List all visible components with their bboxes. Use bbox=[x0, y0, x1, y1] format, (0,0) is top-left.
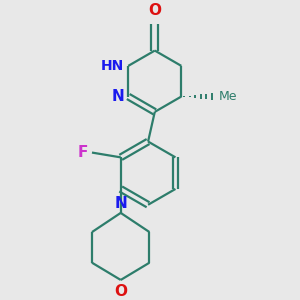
Text: O: O bbox=[148, 3, 161, 18]
Text: N: N bbox=[114, 196, 127, 211]
Text: N: N bbox=[112, 89, 124, 104]
Text: HN: HN bbox=[101, 59, 124, 73]
Text: O: O bbox=[114, 284, 127, 299]
Text: Me: Me bbox=[219, 90, 237, 103]
Text: F: F bbox=[78, 145, 88, 160]
